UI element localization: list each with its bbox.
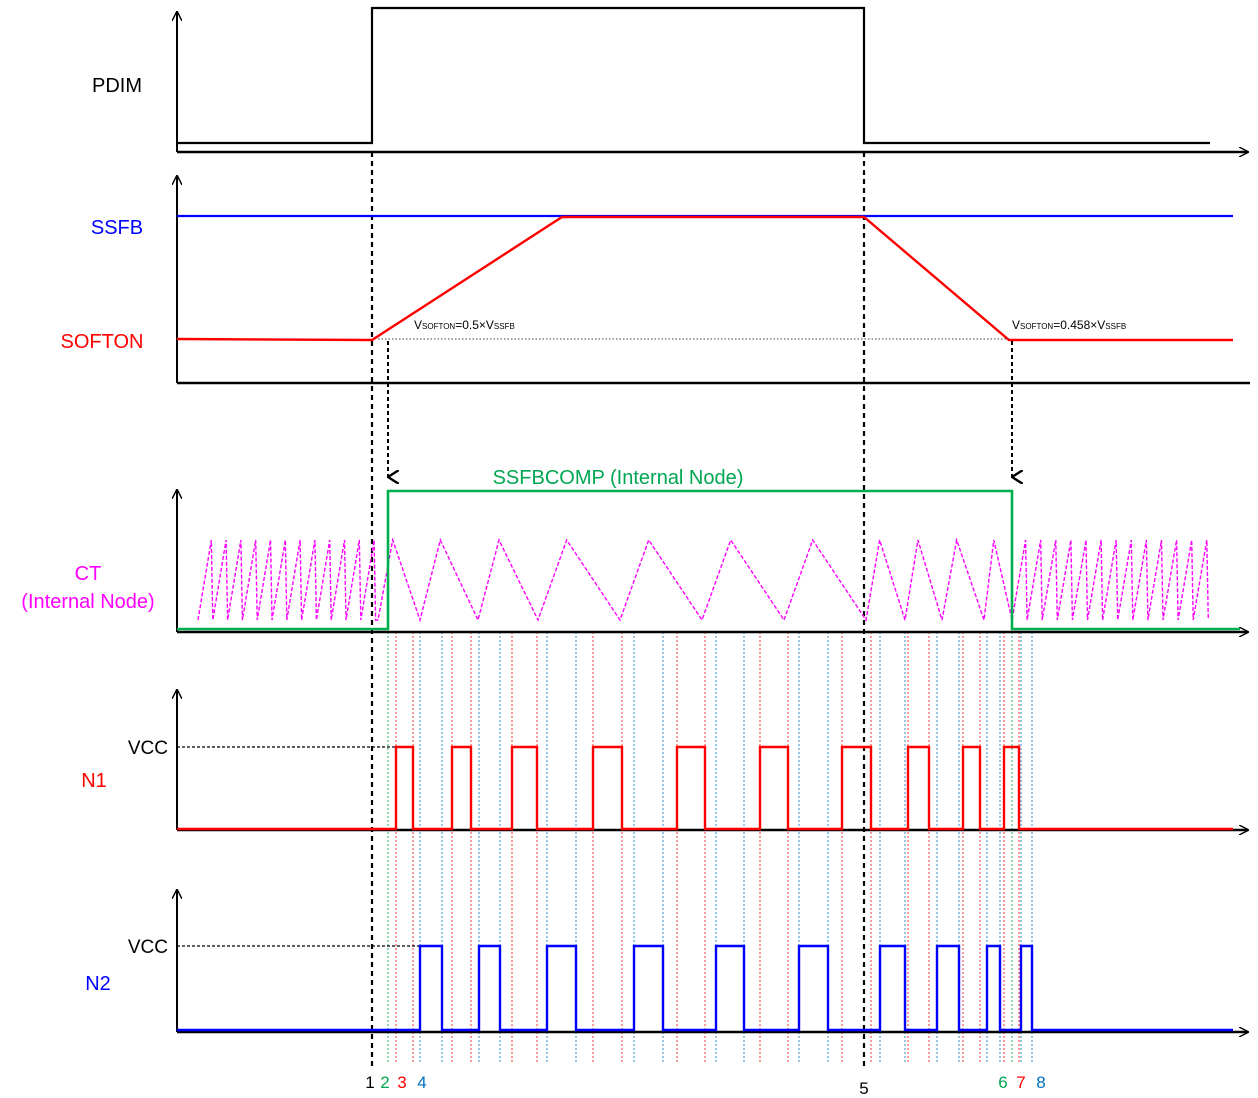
softon-label: SOFTON xyxy=(61,331,144,353)
guide-lines xyxy=(370,152,1033,1066)
time-marker-1: 1 xyxy=(365,1073,374,1092)
time-marker-8: 8 xyxy=(1036,1073,1045,1092)
time-marker-5: 5 xyxy=(859,1079,868,1098)
pdim-waveform xyxy=(177,6,1210,145)
n1-panel: VCC N1 xyxy=(81,690,1248,830)
n1-waveform xyxy=(177,745,1233,831)
n2-vcc-label: VCC xyxy=(128,937,168,958)
time-marker-7: 7 xyxy=(1016,1073,1025,1092)
pdim-panel: PDIM xyxy=(92,6,1248,152)
time-marker-3: 3 xyxy=(397,1073,406,1092)
ct-panel: SSFBCOMP (Internal Node) CT (Internal No… xyxy=(21,467,1248,632)
softon-panel: SSFB SOFTON VSOFTON=0.5×VSSFB VSOFTON=0.… xyxy=(61,176,1250,477)
ct-label: CT xyxy=(75,563,102,585)
ct-label-internal-node: (Internal Node) xyxy=(21,591,154,613)
ssfb-label: SSFB xyxy=(91,217,143,239)
ssfbcomp-label: SSFBCOMP (Internal Node) xyxy=(493,467,744,489)
n1-label: N1 xyxy=(81,770,107,792)
n2-label: N2 xyxy=(85,973,111,995)
time-marker-4: 4 xyxy=(417,1073,426,1092)
ssfbcomp-waveform xyxy=(177,489,1240,631)
softon-off-annotation: VSOFTON=0.458×VSSFB xyxy=(1012,318,1126,332)
n1-vcc-label: VCC xyxy=(128,738,168,759)
pdim-label: PDIM xyxy=(92,75,142,97)
softon-waveform xyxy=(176,215,1233,342)
time-marker-2: 2 xyxy=(380,1073,389,1092)
softon-on-annotation: VSOFTON=0.5×VSSFB xyxy=(414,318,515,332)
n2-waveform xyxy=(177,944,1233,1032)
ct-sawtooth-waveform xyxy=(197,537,1209,623)
time-marker-6: 6 xyxy=(998,1073,1007,1092)
n2-panel: VCC N2 xyxy=(85,890,1248,1032)
